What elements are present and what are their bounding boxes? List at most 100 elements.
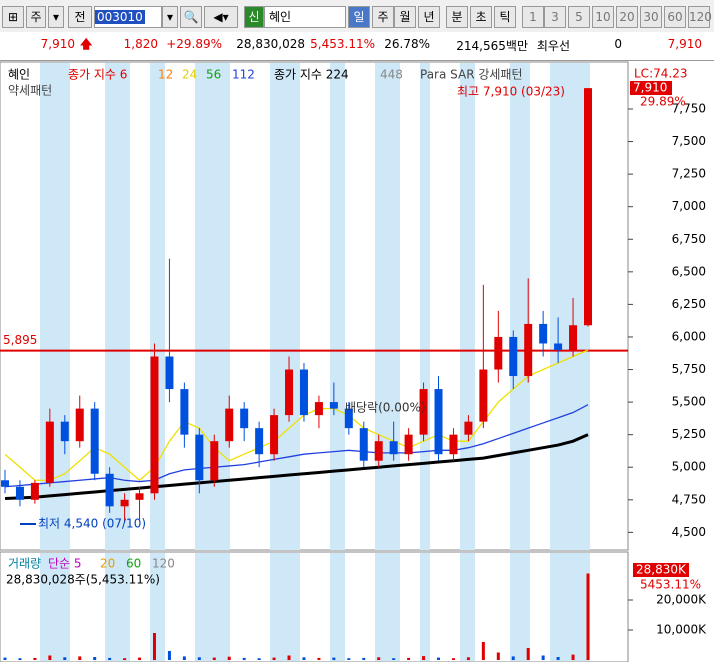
period-button[interactable]: 3 — [544, 6, 566, 28]
up-arrow: 🡅 — [80, 37, 93, 51]
candle-body — [329, 402, 338, 409]
y-tick-label: 6,500 — [672, 264, 706, 278]
volume-bar — [317, 657, 321, 660]
legend-item: Para SAR 강세패턴 — [420, 68, 523, 82]
moving-average — [4, 433, 589, 500]
period-button[interactable]: 1 — [522, 6, 544, 28]
volume-bar — [347, 658, 351, 660]
volume-bar — [377, 657, 381, 660]
change-label: 29.89% — [640, 95, 686, 109]
legend-item: 혜인 — [8, 68, 30, 82]
candle-body — [45, 421, 54, 483]
volume-bar — [451, 658, 455, 660]
candle-body — [1, 480, 9, 487]
y-tick-label: 6,250 — [672, 297, 706, 311]
volume-bar — [212, 657, 216, 660]
moving-average — [4, 349, 589, 482]
toolbar: ⊞ 주 ▾ 전 003010 ▾ 🔍 ◀▾ 신 혜인 일 주 월 년 분 초 틱 1 3 5 10 2… — [0, 0, 714, 33]
y-tick-label: 10,000K — [656, 623, 707, 637]
info-cell: 26.78% — [384, 37, 430, 51]
volume-bar — [437, 657, 441, 660]
period-band — [420, 63, 430, 550]
period-band — [460, 553, 475, 661]
candle-body — [135, 493, 144, 500]
volume-bar — [571, 654, 575, 660]
period-button[interactable]: 10 — [592, 6, 614, 28]
legend-item: 단순 5 — [48, 557, 82, 571]
candle-body — [464, 421, 473, 435]
candle-body — [419, 389, 428, 435]
period-band — [105, 553, 130, 661]
period-button[interactable]: 주 — [372, 6, 394, 28]
volume-bar — [3, 657, 7, 660]
volume-bar — [197, 657, 201, 660]
period-band — [330, 553, 345, 661]
period-band — [375, 63, 400, 550]
volume-bar — [302, 657, 306, 660]
info-bar: 7,910 1,820 +29.89% 28,830,028 5,453.11% 26.7… — [0, 32, 714, 61]
sound[interactable]: ◀▾ — [204, 6, 238, 28]
high-annotation: 최고 7,910 (03/23) — [457, 85, 565, 99]
period-band — [510, 63, 530, 550]
info-cell: 7,910 — [40, 37, 75, 51]
last-price: 7,910 — [633, 81, 667, 95]
stock-name: 혜인 — [264, 6, 346, 28]
period-button[interactable]: 분 — [446, 6, 468, 28]
y-tick-label: 7,500 — [672, 134, 706, 148]
icon[interactable]: ⊞ — [2, 6, 24, 28]
candle-body — [90, 408, 99, 474]
volume-bar — [182, 656, 186, 660]
volume-bar — [586, 573, 590, 660]
y-tick-label: 5,250 — [672, 427, 706, 441]
candle-body — [374, 441, 383, 461]
period-band — [40, 63, 70, 550]
event-annotation: 배당락(0.00%) — [345, 401, 426, 415]
period-button[interactable]: 일 — [348, 6, 370, 28]
right-label: LC:74.23 — [634, 67, 687, 81]
search[interactable]: 🔍 — [180, 6, 202, 28]
volume-bar — [123, 658, 127, 660]
period-button[interactable]: 120 — [688, 6, 712, 28]
volume-bar — [481, 642, 485, 660]
legend-item: 종가 지수 6 — [68, 68, 127, 82]
candle-body — [389, 441, 398, 455]
period-band — [270, 63, 300, 550]
volume-bar — [63, 657, 67, 660]
period-button[interactable]: 년 — [418, 6, 440, 28]
candle-body — [30, 482, 39, 500]
candle-body — [60, 421, 69, 442]
dropdown[interactable]: ▾ — [162, 6, 178, 28]
candle-body — [554, 343, 563, 350]
period-button[interactable]: 30 — [640, 6, 662, 28]
period-button[interactable]: 5 — [568, 6, 590, 28]
candle-body — [434, 389, 443, 455]
period-button[interactable]: 20 — [616, 6, 638, 28]
period-button[interactable]: 월 — [394, 6, 416, 28]
dropdown[interactable]: ▾ — [48, 6, 64, 28]
volume-bar — [257, 658, 261, 660]
volume-bar — [407, 657, 411, 660]
y-tick-label: 4,750 — [672, 492, 706, 506]
new[interactable]: 신 — [244, 6, 264, 28]
last-price-box — [630, 81, 672, 95]
period-button[interactable]: 초 — [470, 6, 492, 28]
volume-bar — [526, 648, 530, 660]
volume-bar — [138, 657, 142, 660]
period-button[interactable]: 60 — [664, 6, 686, 28]
legend-item: 112 — [232, 68, 255, 82]
period-band — [330, 63, 345, 550]
y-tick-label: 5,500 — [672, 395, 706, 409]
prev[interactable]: 전 — [68, 6, 92, 28]
legend-item: 12 — [158, 68, 173, 82]
period-button[interactable]: 틱 — [494, 6, 516, 28]
period-band — [40, 553, 70, 661]
period-band — [550, 63, 590, 550]
y-tick-label: 5,000 — [672, 460, 706, 474]
market[interactable]: 주 — [26, 6, 46, 28]
code-input[interactable]: 003010 — [94, 6, 162, 28]
volume-bar — [466, 657, 470, 660]
y-tick-label: 7,000 — [672, 199, 706, 213]
candle-body — [75, 408, 84, 442]
